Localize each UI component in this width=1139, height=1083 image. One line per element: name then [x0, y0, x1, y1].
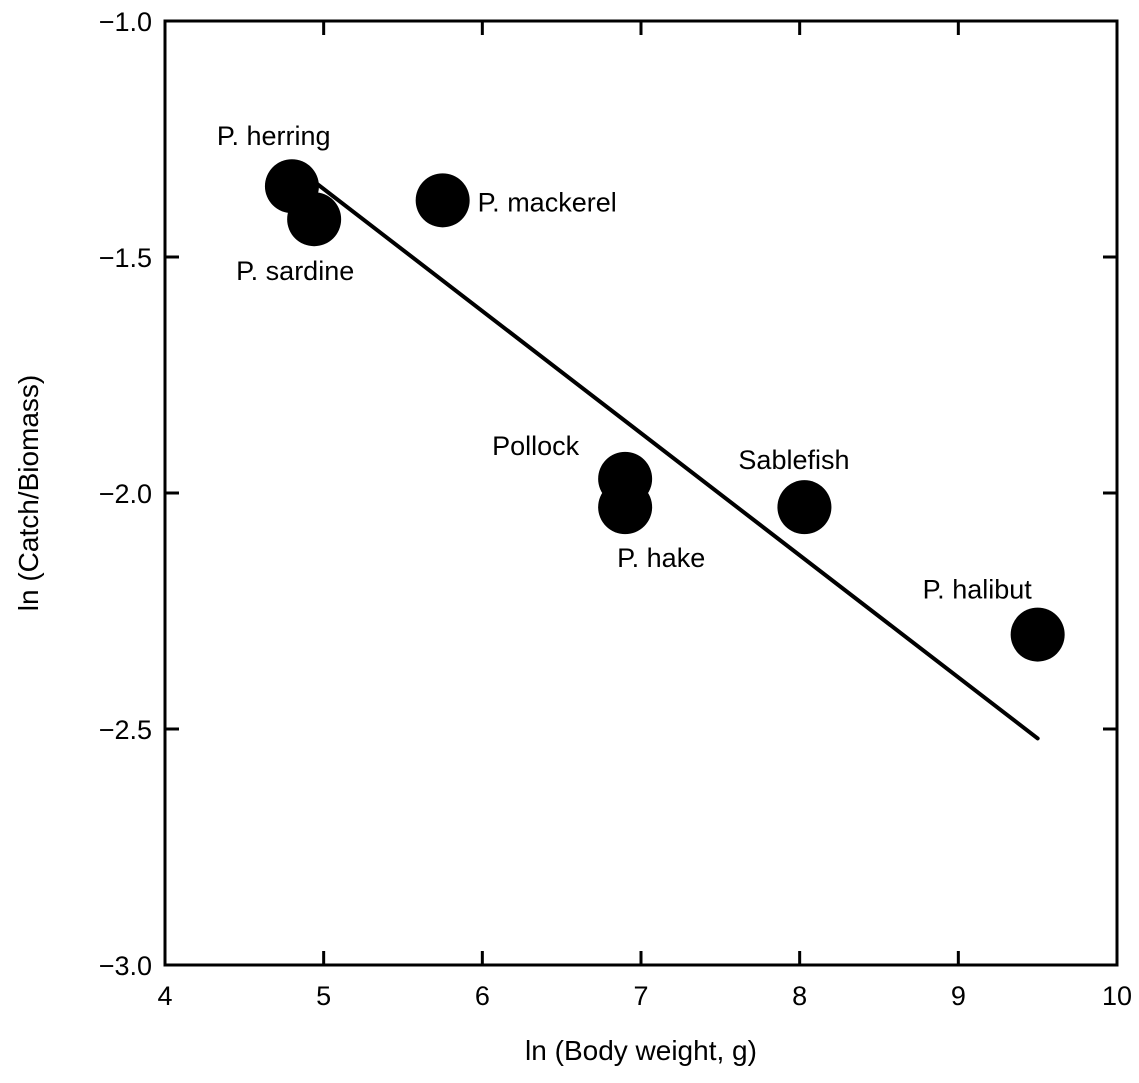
point-label: Pollock	[492, 431, 580, 461]
x-axis-title: ln (Body weight, g)	[525, 1035, 757, 1066]
y-tick-label: −1.0	[99, 7, 152, 37]
data-point	[287, 192, 342, 247]
regression-line	[305, 174, 1040, 741]
y-axis-title: ln (Catch/Biomass)	[13, 375, 44, 612]
y-tick-label: −2.5	[99, 715, 152, 745]
data-point	[598, 480, 653, 535]
x-tick-label: 10	[1102, 981, 1132, 1011]
point-label: Sablefish	[738, 445, 849, 475]
y-tick-label: −3.0	[99, 951, 152, 981]
point-label: P. hake	[617, 543, 705, 573]
data-point	[777, 480, 832, 535]
data-point	[415, 173, 470, 228]
y-tick-label: −1.5	[99, 243, 152, 273]
x-tick-label: 4	[157, 981, 172, 1011]
x-tick-label: 9	[951, 981, 966, 1011]
point-label: P. mackerel	[478, 187, 617, 217]
point-labels: P. herring P. sardine P. mackerel Pollock P.…	[217, 121, 1032, 604]
point-label: P. herring	[217, 121, 331, 151]
fit-line-group	[305, 174, 1040, 741]
point-label: P. sardine	[236, 256, 354, 286]
axis-tick-labels: 4 5 6 7 8 9 10 −3.0 −2.5 −2.0 −1.5 −1.0	[99, 7, 1132, 1011]
x-tick-label: 8	[792, 981, 807, 1011]
y-tick-label: −2.0	[99, 479, 152, 509]
data-points	[264, 159, 1065, 662]
point-label: P. halibut	[923, 575, 1033, 605]
x-tick-label: 5	[316, 981, 331, 1011]
x-tick-label: 6	[475, 981, 490, 1011]
axis-ticks	[165, 21, 1117, 965]
x-tick-label: 7	[633, 981, 648, 1011]
data-point	[1010, 607, 1065, 662]
